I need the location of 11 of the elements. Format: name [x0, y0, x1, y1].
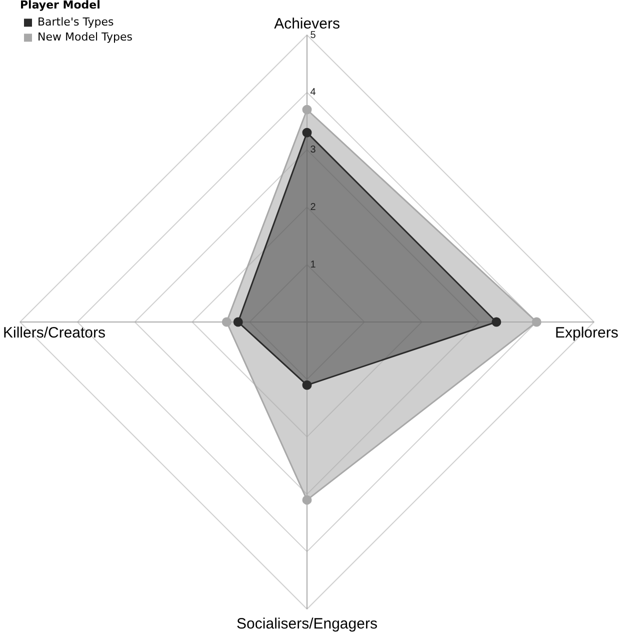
y-tick-label: 5 [310, 30, 316, 41]
y-tick-label: 2 [310, 202, 316, 213]
legend-label: Bartle's Types [38, 16, 114, 29]
spoke-label: Socialisers/Engagers [236, 616, 378, 633]
y-tick-label: 4 [310, 87, 316, 98]
spoke-label: Explorers [555, 324, 618, 342]
legend-title: Player Model [20, 0, 100, 12]
spoke-label: Killers/Creators [3, 324, 106, 342]
legend-label: New Model Types [38, 30, 133, 44]
y-tick-label: 3 [310, 144, 316, 156]
y-tick-label: 1 [310, 259, 316, 270]
